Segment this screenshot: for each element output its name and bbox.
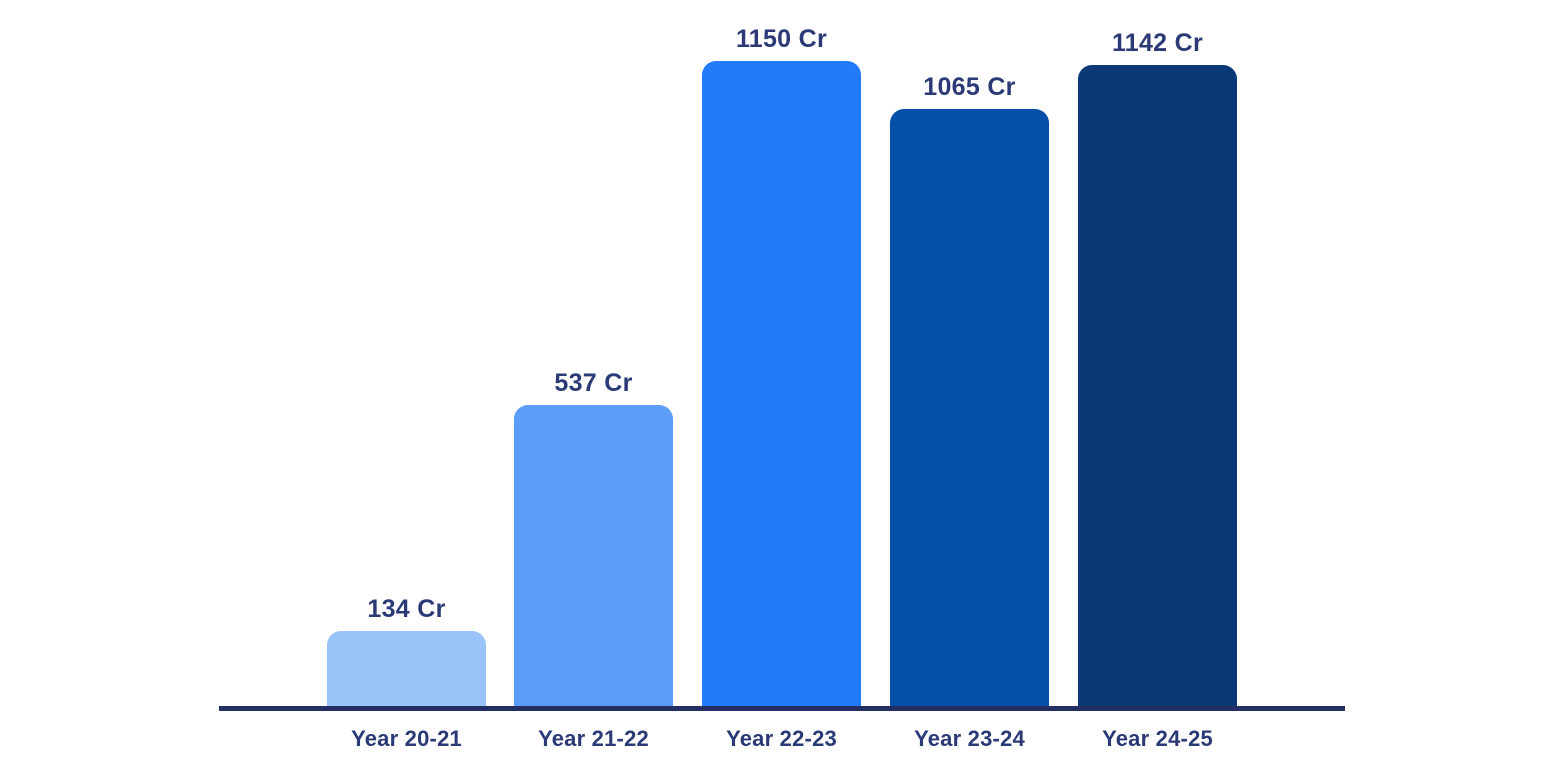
bar-group: 1150 Cr Year 22-23 — [702, 0, 861, 760]
x-axis-tick-label: Year 22-23 — [726, 726, 837, 751]
bar-group: 537 Cr Year 21-22 — [514, 0, 673, 760]
bar — [327, 631, 486, 706]
bar-value-label: 537 Cr — [554, 369, 633, 397]
bar-value-label: 1142 Cr — [1111, 29, 1204, 57]
x-axis-baseline — [219, 706, 1345, 711]
bar — [1078, 65, 1237, 706]
x-axis-tick-label: Year 24-25 — [1102, 726, 1213, 751]
bar — [890, 109, 1049, 706]
bar-group: 1065 Cr Year 23-24 — [890, 0, 1049, 760]
bar-value-label: 1065 Cr — [923, 73, 1016, 101]
x-axis-tick-label: Year 23-24 — [914, 726, 1025, 751]
x-axis-tick-label: Year 20-21 — [351, 726, 462, 751]
bar — [702, 61, 861, 706]
bar — [514, 405, 673, 706]
bar-group: 1142 Cr Year 24-25 — [1078, 0, 1237, 760]
bar-value-label: 1150 Cr — [735, 25, 828, 53]
bar-value-label: 134 Cr — [367, 595, 446, 623]
x-axis-tick-label: Year 21-22 — [538, 726, 649, 751]
bar-group: 134 Cr Year 20-21 — [327, 0, 486, 760]
